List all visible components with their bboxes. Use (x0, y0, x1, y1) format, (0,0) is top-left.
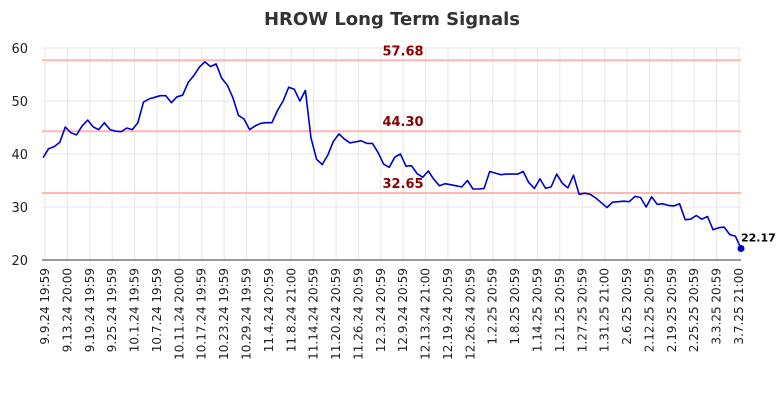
y-tick-label: 30 (11, 201, 28, 216)
x-tick-label: 2.25.25 20:59 (687, 268, 701, 352)
x-tick-label: 1.8.25 20:59 (508, 268, 522, 345)
x-tick-label: 12.19.24 20:59 (441, 268, 455, 360)
x-tick-label: 2.19.25 20:59 (665, 268, 679, 352)
y-tick-label: 40 (11, 148, 28, 163)
x-tick-label: 10.23.24 19:59 (217, 268, 231, 360)
x-tick-label: 12.3.24 20:59 (374, 268, 388, 352)
signal-levels: 57.68 44.30 32.65 (42, 44, 741, 194)
x-tick-label: 12.13.24 21:00 (419, 268, 433, 360)
grid-lines (42, 47, 741, 261)
x-tick-label: 11.20.24 20:59 (329, 268, 343, 360)
signal-level-label: 32.65 (382, 177, 423, 192)
x-tick-label: 12.9.24 20:59 (396, 268, 410, 352)
x-tick-label: 11.8.24 21:00 (284, 268, 298, 352)
x-tick-label: 1.2.25 20:59 (486, 268, 500, 345)
x-tick-label: 3.3.25 20:59 (710, 268, 724, 345)
x-tick-label: 2.6.25 20:59 (620, 268, 634, 345)
x-tick-label: 1.21.25 20:59 (553, 268, 567, 352)
series-line (42, 60, 742, 249)
x-tick-label: 9.13.24 20:00 (60, 268, 74, 352)
y-tick-label: 60 (11, 42, 28, 57)
y-tick-label: 50 (11, 95, 28, 110)
x-tick-label: 2.12.25 20:59 (642, 268, 656, 352)
x-tick-label: 9.19.24 19:59 (83, 268, 97, 352)
chart-title: HROW Long Term Signals (264, 9, 520, 30)
x-tick-label: 9.9.24 19:59 (38, 268, 52, 345)
x-tick-label: 12.26.24 20:59 (463, 268, 477, 360)
x-tick-label: 10.11.24 20:00 (172, 268, 186, 360)
x-tick-label: 10.29.24 19:59 (239, 268, 253, 360)
price-series: 22.17 (42, 60, 776, 252)
x-tick-label: 9.25.24 19:59 (105, 268, 119, 352)
x-tick-label: 10.1.24 19:59 (128, 268, 142, 352)
x-tick-label: 1.31.25 21:00 (598, 268, 612, 352)
x-tick-label: 11.4.24 20:59 (262, 268, 276, 352)
x-tick-label: 11.26.24 20:59 (351, 268, 365, 360)
x-tick-label: 10.7.24 19:59 (150, 268, 164, 352)
x-tick-label: 1.14.25 20:59 (531, 268, 545, 352)
last-value-label: 22.17 (741, 231, 776, 244)
signal-level-label: 57.68 (382, 44, 423, 59)
y-tick-label: 20 (11, 254, 28, 269)
axes: 20 30 40 50 60 9.9.24 19:59 9.13.24 20:00 9.19.… (11, 42, 746, 360)
signal-level-label: 44.30 (382, 115, 423, 130)
x-tick-label: 11.14.24 20:59 (307, 268, 321, 360)
last-value-point (737, 244, 745, 252)
x-tick-label: 10.17.24 19:59 (195, 268, 209, 360)
x-tick-label: 1.27.25 20:59 (575, 268, 589, 352)
x-tick-label: 3.7.25 21:00 (732, 268, 746, 345)
